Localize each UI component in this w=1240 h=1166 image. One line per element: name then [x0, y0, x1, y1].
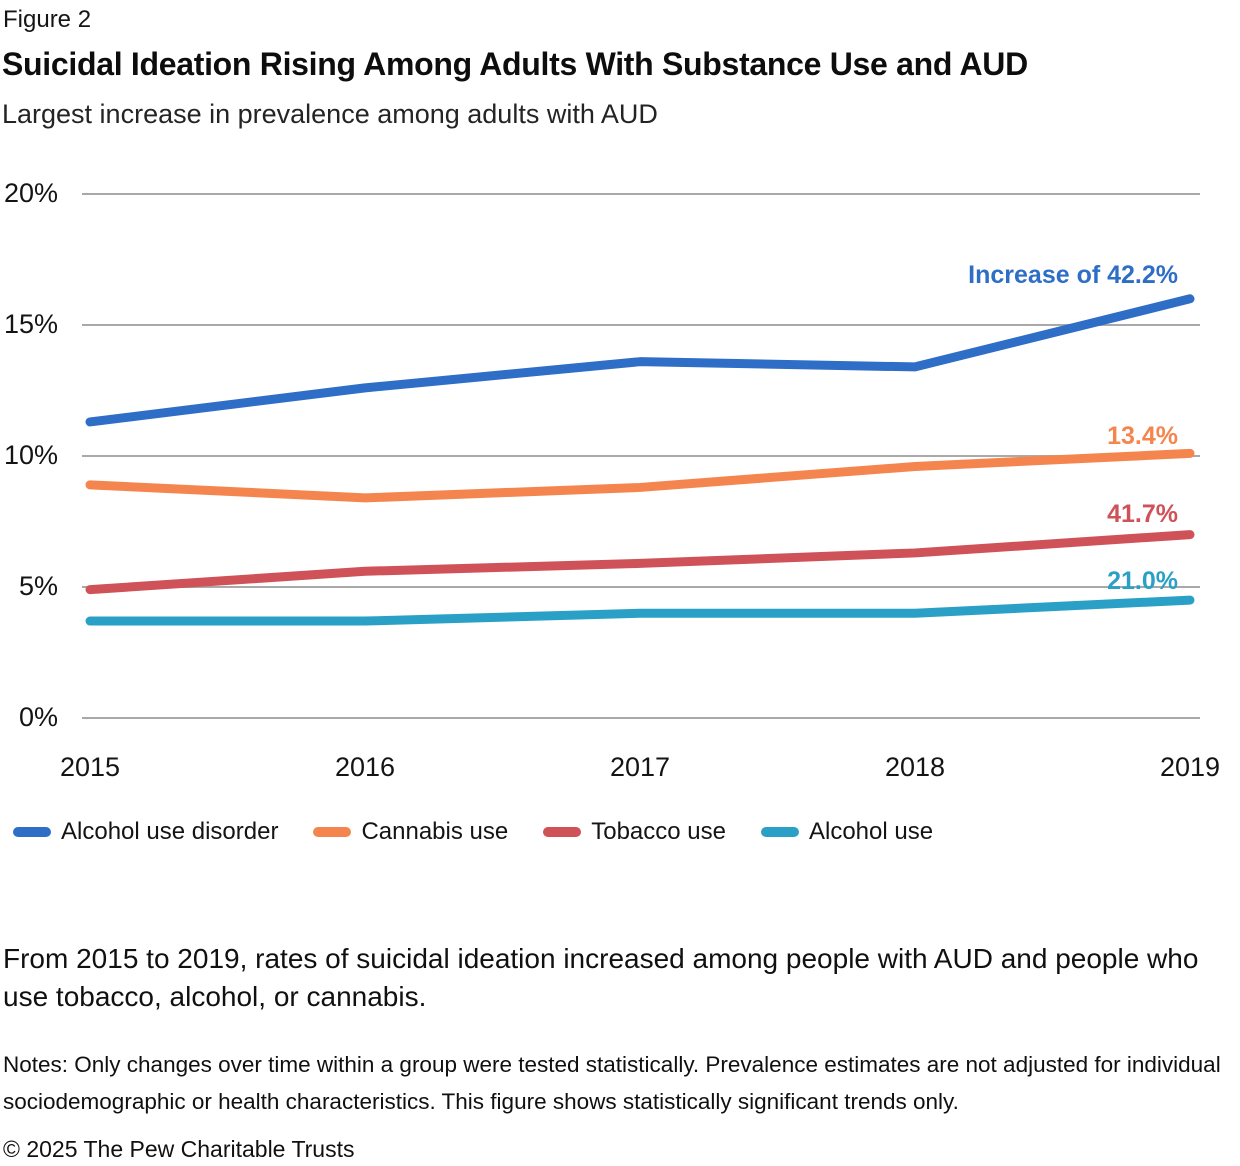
y-axis-label: 15%: [3, 309, 58, 339]
line-chart: 0% 5% 10% 15% 20% 2015 2016 2017 2018 2019 Increas…: [0, 170, 1240, 790]
y-axis-label: 0%: [18, 702, 58, 732]
x-axis-label: 2016: [334, 752, 396, 782]
legend-swatch: [760, 827, 799, 837]
figure-subtitle: Largest increase in prevalence among adu…: [2, 99, 658, 129]
y-axis-label: 20%: [3, 178, 58, 208]
legend-label: Alcohol use disorder: [61, 818, 279, 845]
copyright: © 2025 The Pew Charitable Trusts: [3, 1136, 355, 1162]
x-axis-label: 2018: [884, 752, 946, 782]
legend-item-cannabis-use: Cannabis use: [313, 818, 508, 846]
legend-label: Tobacco use: [591, 818, 726, 845]
figure-title: Suicidal Ideation Rising Among Adults Wi…: [2, 46, 1028, 82]
series-line-alcohol-use: [85, 595, 1195, 626]
legend-item-alcohol-use-disorder: Alcohol use disorder: [13, 818, 278, 846]
x-axis-label: 2019: [1159, 752, 1221, 782]
chart-notes: Notes: Only changes over time within a g…: [3, 1052, 1221, 1114]
series-annotation-alcohol-use-disorder: Increase of 42.2%: [968, 260, 1178, 289]
legend-swatch: [543, 827, 582, 837]
y-axis-label: 10%: [3, 440, 58, 470]
legend-label: Alcohol use: [808, 818, 934, 845]
series-annotation-cannabis-use: 13.4%: [1107, 422, 1178, 451]
series-line-alcohol-use-disorder: [85, 294, 1195, 427]
series-line-cannabis-use: [85, 448, 1195, 503]
figure-label: Figure 2: [3, 6, 92, 33]
x-axis-label: 2015: [59, 752, 121, 782]
legend-swatch: [313, 827, 352, 837]
series-annotation-tobacco-use: 41.7%: [1107, 499, 1178, 528]
x-axis-label: 2017: [609, 752, 671, 782]
chart-canvas: [82, 193, 1200, 719]
legend-item-tobacco-use: Tobacco use: [543, 818, 726, 846]
series-annotation-alcohol-use: 21.0%: [1107, 567, 1178, 596]
series-line-tobacco-use: [85, 530, 1195, 595]
y-axis-label: 5%: [18, 571, 58, 601]
legend-label: Cannabis use: [361, 818, 509, 845]
chart-caption: From 2015 to 2019, rates of suicidal ide…: [3, 943, 1199, 1012]
legend-swatch: [13, 827, 51, 837]
legend-item-alcohol-use: Alcohol use: [760, 818, 934, 846]
chart-legend: Alcohol use disorder Cannabis use Tobacco …: [13, 818, 933, 846]
